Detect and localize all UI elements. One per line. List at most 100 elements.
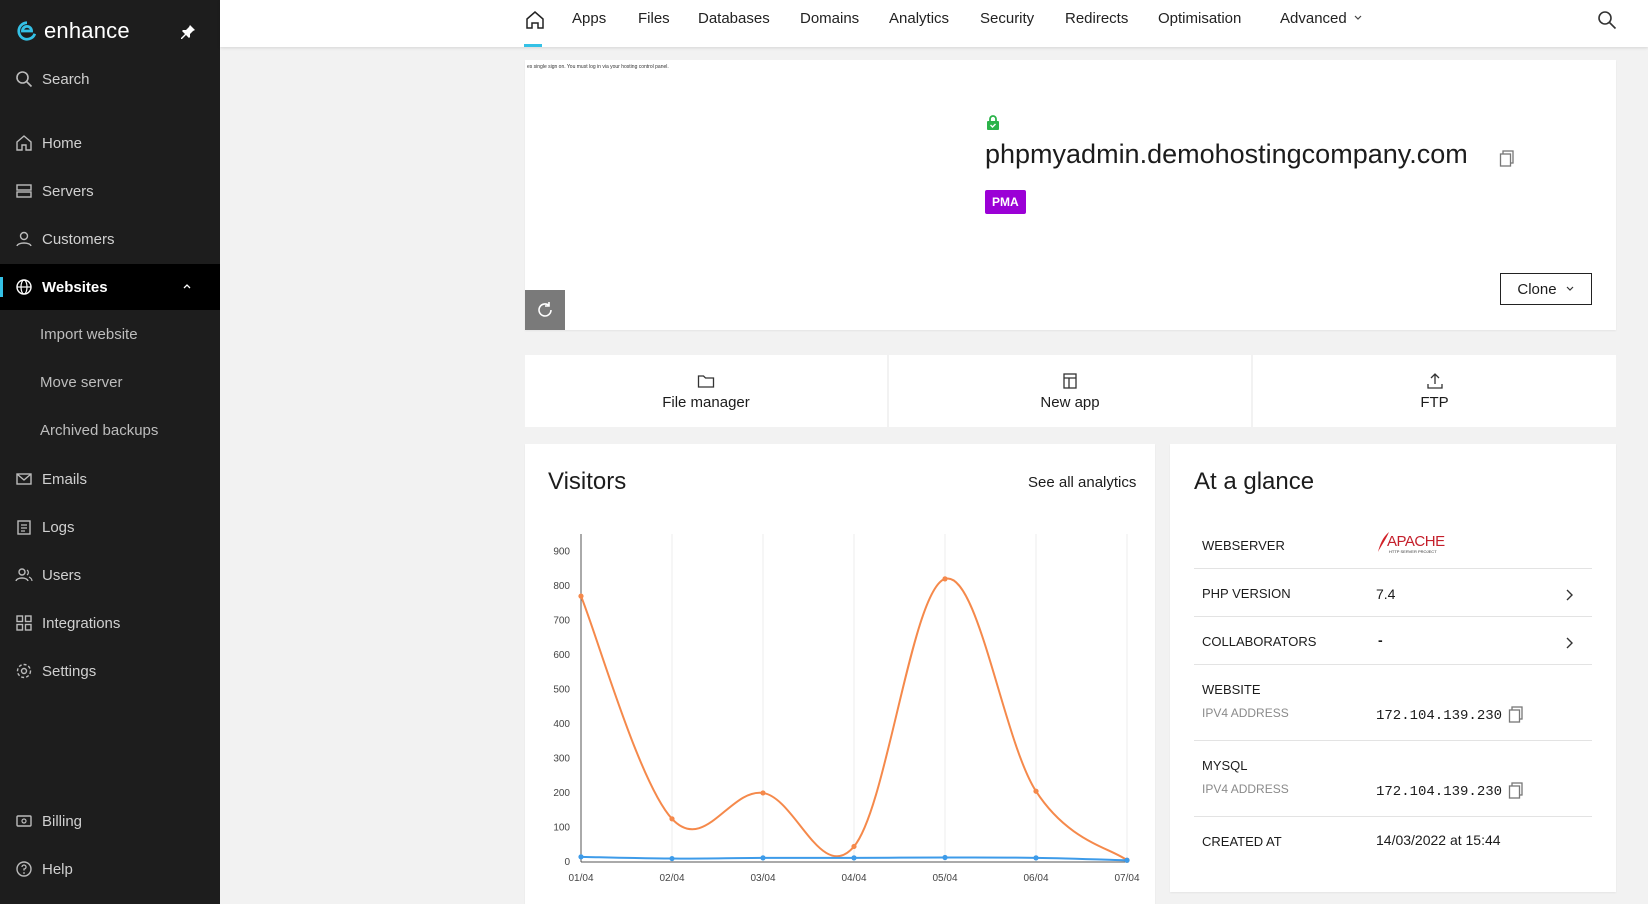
sidebar-item-integrations[interactable]: Integrations [0,600,220,646]
sidebar-item-users[interactable]: Users [0,552,220,598]
sidebar-subitem-archived-backups[interactable]: Archived backups [40,422,159,439]
data-point-0 [760,790,766,796]
website-ipv4-label: IPV4 ADDRESS [1202,706,1289,720]
sidebar-item-customers[interactable]: Customers [0,216,220,262]
tab-redirects[interactable]: Redirects [1065,10,1129,27]
sidebar-item-label: Integrations [42,614,121,632]
collaborators-value: - [1378,632,1383,648]
customers-icon [15,230,33,248]
y-tick-label: 0 [564,857,570,868]
website-label: WEBSITE [1202,682,1261,697]
sidebar-item-label: Help [42,860,73,878]
data-point-0 [1033,788,1039,794]
data-point-1 [578,854,584,860]
at-a-glance-title: At a glance [1194,468,1315,495]
chevron-right-icon[interactable] [1564,636,1574,650]
brand-logo[interactable]: enhance [16,18,130,44]
sidebar-item-servers[interactable]: Servers [0,168,220,214]
sidebar-item-label: Customers [42,230,115,248]
quick-action-label: File manager [662,393,750,411]
sidebar-item-label: Settings [42,662,97,680]
clone-button-label: Clone [1517,280,1557,298]
sidebar-item-settings[interactable]: Settings [0,648,220,694]
y-tick-label: 200 [553,788,570,799]
globe-icon [15,278,33,296]
tab-security[interactable]: Security [980,10,1035,27]
x-tick-label: 07/04 [1114,873,1139,884]
y-tick-label: 400 [553,719,570,730]
tab-advanced[interactable]: Advanced [1280,10,1363,27]
enhance-logo-icon [17,21,37,41]
chevron-right-icon[interactable] [1564,588,1574,602]
php-version-label: PHP VERSION [1202,586,1291,601]
data-point-0 [578,593,584,599]
servers-icon [15,182,33,200]
y-tick-label: 100 [553,822,570,833]
x-tick-label: 04/04 [841,873,866,884]
x-tick-label: 06/04 [1023,873,1048,884]
sidebar-item-label: Servers [42,182,94,200]
file-manager-button[interactable]: File manager [525,355,887,427]
tab-optimisation[interactable]: Optimisation [1158,10,1242,27]
apache-feather-icon [1378,532,1389,552]
app-icon [1063,372,1077,389]
integrations-icon [15,614,33,632]
y-tick-label: 600 [553,650,570,661]
new-app-button[interactable]: New app [889,355,1251,427]
sidebar-search[interactable]: Search [0,56,220,102]
copy-icon[interactable] [1508,782,1524,800]
sidebar-subitem-move-server[interactable]: Move server [40,374,123,391]
y-tick-label: 700 [553,615,570,626]
y-tick-label: 800 [553,581,570,592]
sidebar-item-emails[interactable]: Emails [0,456,220,502]
sidebar-subitem-import-website[interactable]: Import website [40,326,138,343]
refresh-screenshot-button[interactable] [525,290,565,330]
sidebar-item-home[interactable]: Home [0,120,220,166]
search-icon[interactable] [1597,10,1617,30]
sidebar-item-billing[interactable]: Billing [0,798,220,844]
sidebar-item-help[interactable]: Help [0,846,220,892]
billing-icon [15,812,33,830]
search-icon [15,70,33,88]
data-point-1 [942,854,948,861]
copy-icon[interactable] [1508,706,1524,724]
website-ip-value: 172.104.139.230 [1376,708,1503,724]
y-tick-label: 900 [553,546,570,557]
sidebar: enhance Search Home Servers Customers We… [0,0,220,904]
folder-icon [697,374,715,388]
x-tick-label: 03/04 [750,873,775,884]
gear-icon [15,662,33,680]
sidebar-item-label: Billing [42,812,83,830]
x-tick-label: 01/04 [568,873,593,884]
apache-logo-subtext: HTTP SERVER PROJECT [1389,549,1437,554]
chevron-up-icon[interactable] [182,281,192,291]
sidebar-item-logs[interactable]: Logs [0,504,220,550]
tab-advanced-label: Advanced [1280,10,1347,27]
home-tab-icon[interactable] [524,9,546,31]
tab-domains[interactable]: Domains [800,10,860,27]
clone-button[interactable]: Clone [1500,273,1592,305]
help-icon [15,860,33,878]
copy-icon[interactable] [1499,150,1515,168]
tab-files[interactable]: Files [638,10,670,27]
sidebar-item-label: Users [42,566,82,584]
tab-analytics[interactable]: Analytics [889,10,950,27]
sidebar-search-label: Search [42,70,90,88]
users-icon [15,566,33,584]
tab-databases[interactable]: Databases [698,10,770,27]
upload-icon [1426,372,1443,389]
data-point-1 [760,855,766,861]
pin-icon[interactable] [180,24,196,40]
tab-apps[interactable]: Apps [572,10,607,27]
see-all-analytics-link[interactable]: See all analytics [1028,474,1137,491]
ftp-button[interactable]: FTP [1253,355,1616,427]
created-at-label: CREATED AT [1202,834,1282,849]
sidebar-item-label: Websites [42,278,108,296]
data-point-0 [669,816,675,822]
data-point-0 [851,843,857,850]
data-point-1 [851,855,857,861]
sidebar-item-websites[interactable]: Websites [0,264,220,310]
mysql-ipv4-label: IPV4 ADDRESS [1202,782,1289,796]
mysql-ip-value: 172.104.139.230 [1376,784,1503,800]
preview-message: es single sign on. You must log in via y… [527,64,669,70]
